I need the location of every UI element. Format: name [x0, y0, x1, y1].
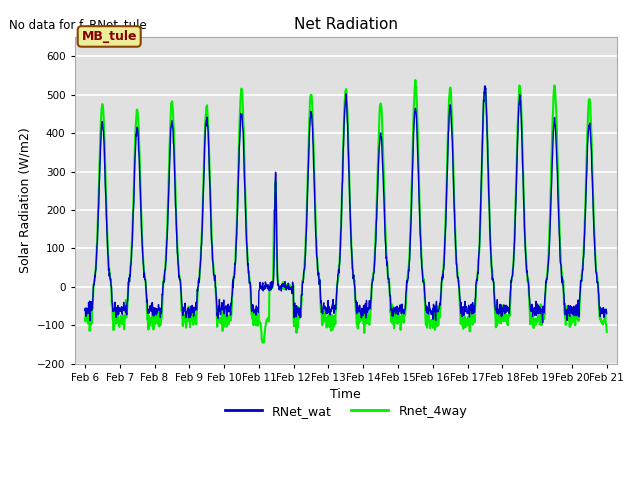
RNet_wat — [512, 202, 520, 208]
RNet_wat — [557, 263, 565, 268]
Rnet_4way — [603, 329, 611, 335]
Rnet_4way — [412, 77, 419, 83]
RNet_wat — [196, 264, 204, 270]
RNet_wat — [539, 320, 547, 325]
RNet_wat — [81, 308, 89, 313]
Rnet_4way — [259, 340, 266, 346]
Y-axis label: Solar Radiation (W/m2): Solar Radiation (W/m2) — [19, 128, 31, 273]
RNet_wat — [481, 83, 489, 89]
Rnet_4way — [81, 316, 89, 322]
Rnet_4way — [286, 283, 294, 289]
Rnet_4way — [512, 180, 520, 186]
Text: MB_tule: MB_tule — [81, 30, 137, 43]
Rnet_4way — [557, 263, 565, 268]
RNet_wat — [603, 311, 611, 316]
Legend: RNet_wat, Rnet_4way: RNet_wat, Rnet_4way — [220, 400, 472, 423]
RNet_wat — [298, 281, 306, 287]
Rnet_4way — [426, 322, 434, 328]
RNet_wat — [286, 286, 294, 292]
Line: RNet_wat: RNet_wat — [85, 86, 607, 323]
X-axis label: Time: Time — [330, 388, 361, 401]
Rnet_4way — [196, 263, 204, 269]
Title: Net Radiation: Net Radiation — [294, 17, 398, 32]
RNet_wat — [426, 303, 433, 309]
Text: No data for f_RNet_tule: No data for f_RNet_tule — [10, 18, 147, 31]
Rnet_4way — [299, 278, 307, 284]
Line: Rnet_4way: Rnet_4way — [85, 80, 607, 343]
